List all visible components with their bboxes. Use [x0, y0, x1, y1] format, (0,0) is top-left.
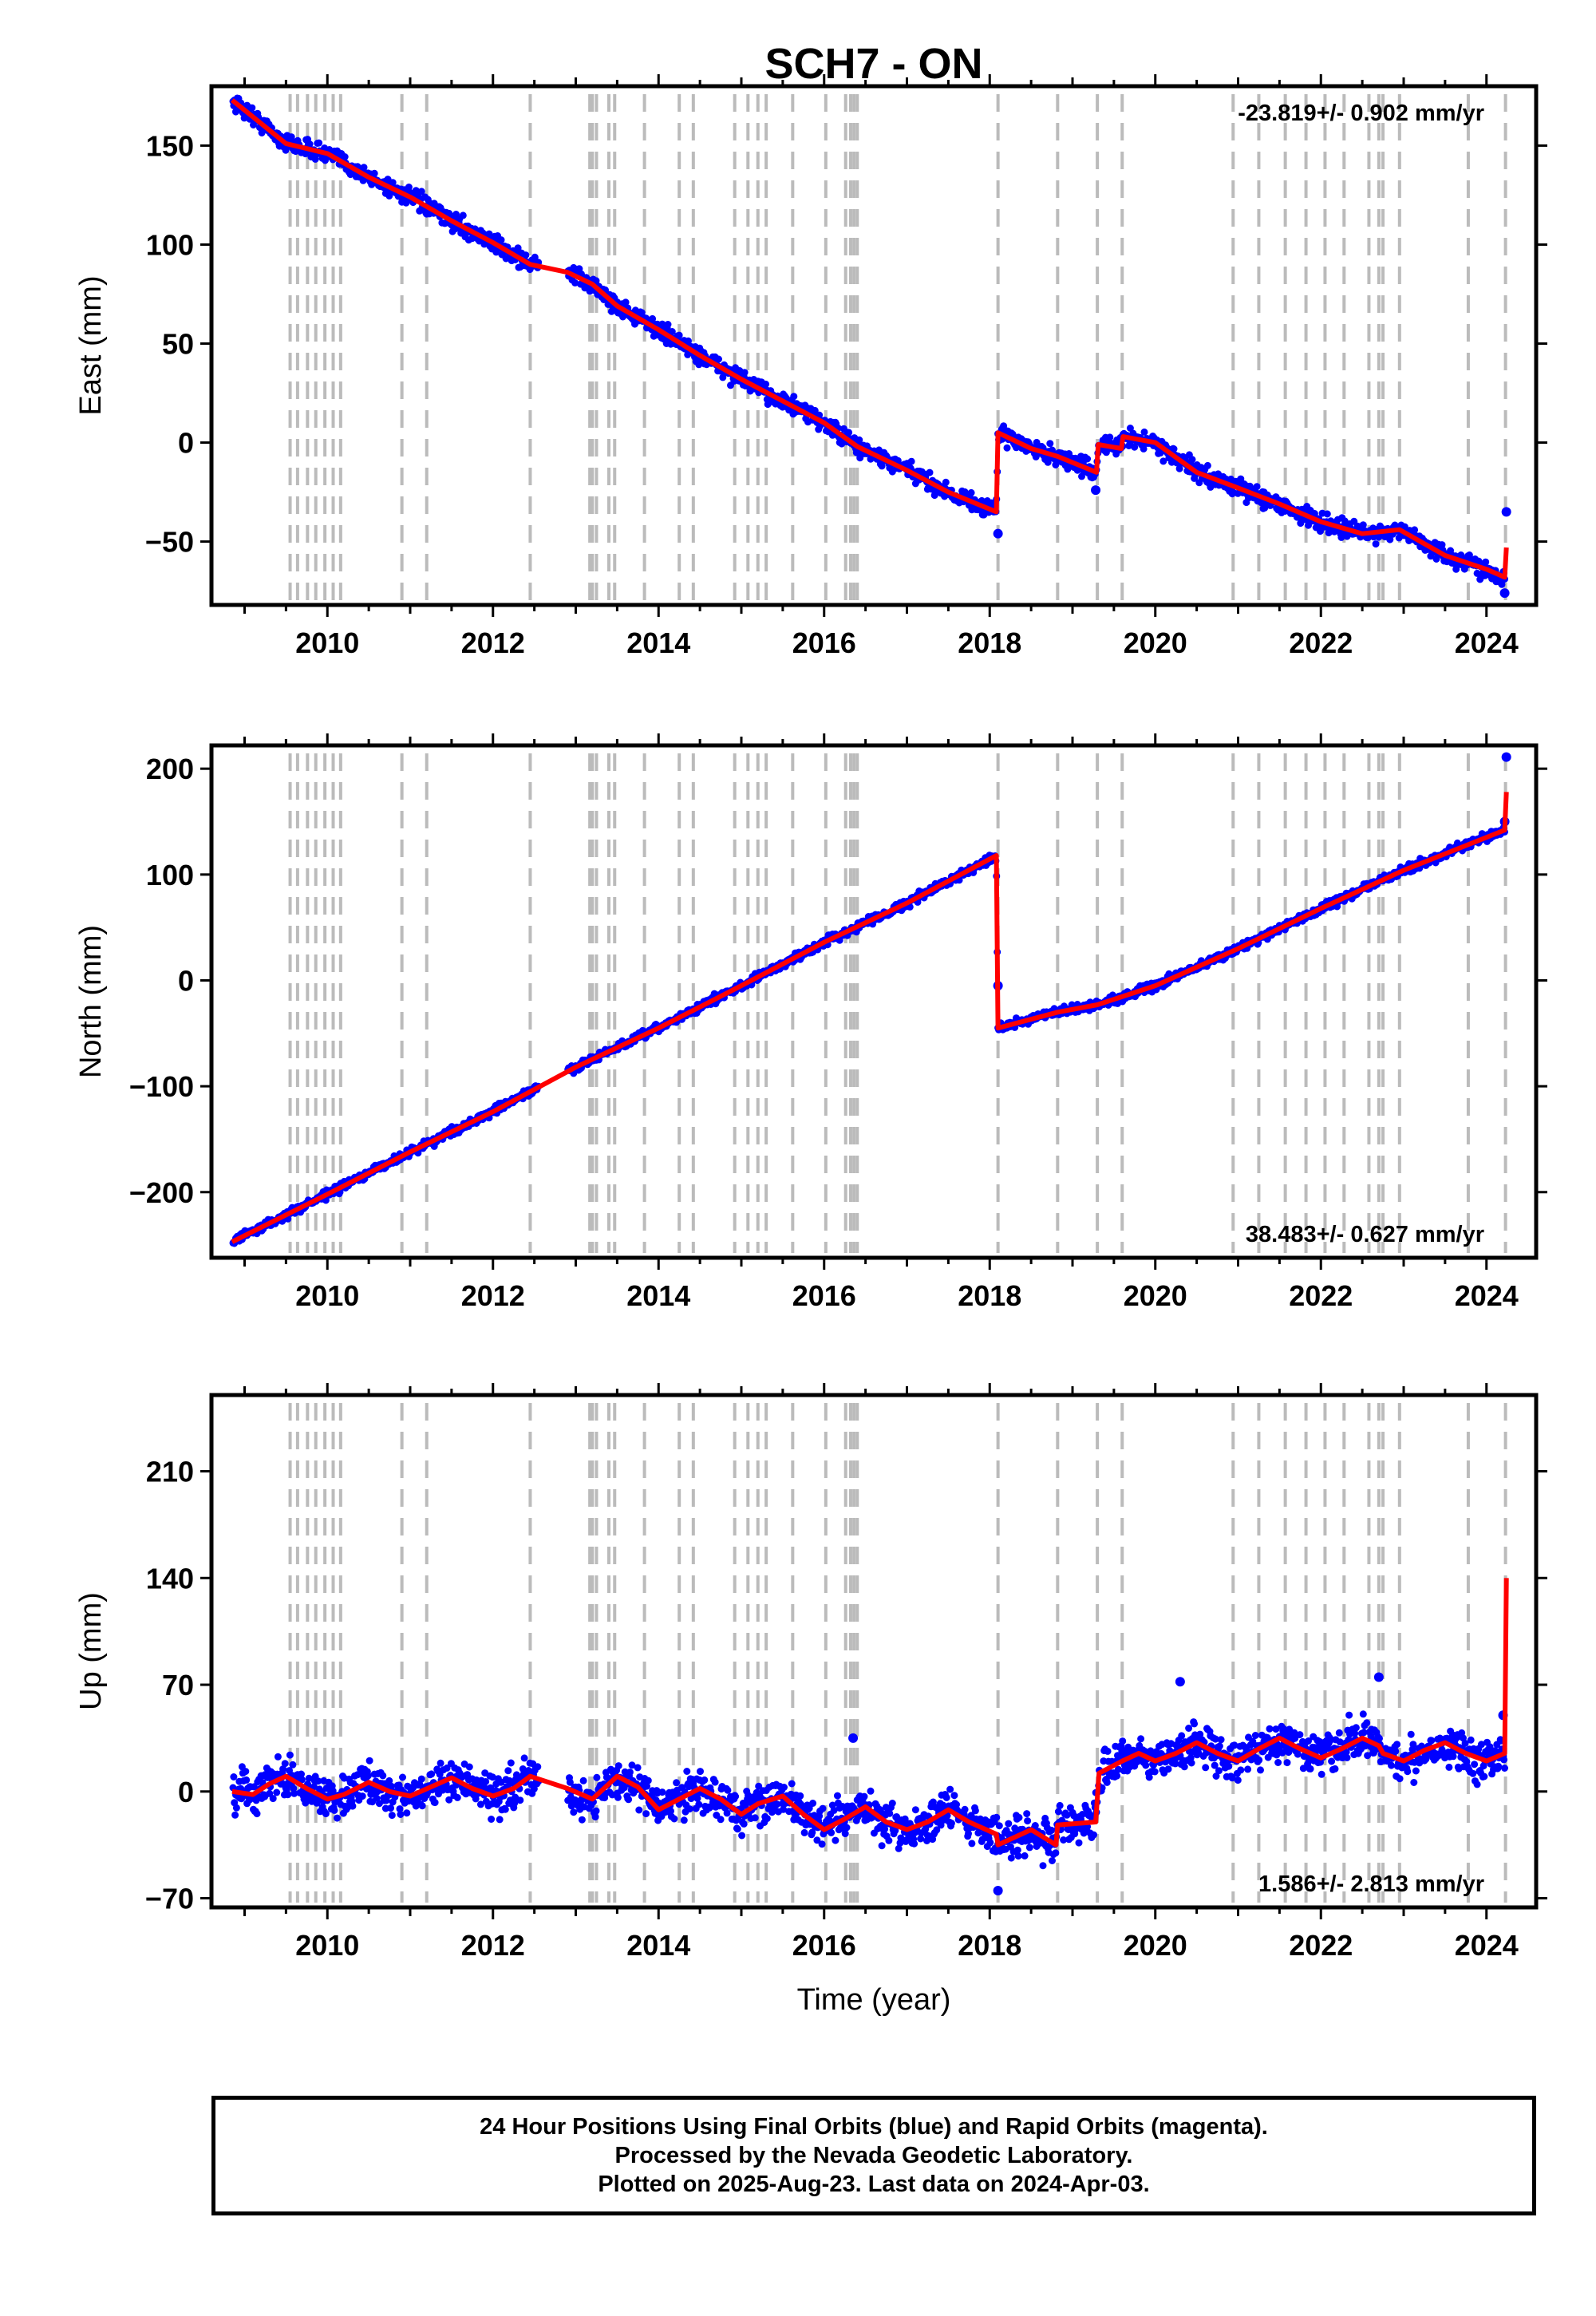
north-y-axis: −200 −100 0 100 200: [129, 753, 1547, 1209]
y-tick-label: 50: [162, 328, 194, 361]
east-rate-label: -23.819+/- 0.902 mm/yr: [1238, 101, 1484, 126]
y-tick-label: 210: [146, 1456, 194, 1488]
y-tick-label: −200: [129, 1176, 194, 1209]
up-rate-label: 1.586+/- 2.813 mm/yr: [1258, 1871, 1484, 1897]
x-tick-label: 2014: [626, 626, 690, 659]
y-tick-label: 0: [178, 964, 194, 997]
east-panel: 2010 2012 2014 2016 2018 2020 2022 2024 −50 0 50 10…: [74, 74, 1547, 659]
footer-line-1: 24 Hour Positions Using Final Orbits (bl…: [480, 2114, 1268, 2140]
east-data-cloud: [229, 94, 1508, 588]
x-tick-label: 2012: [461, 626, 525, 659]
up-outlier-point: [993, 1885, 1003, 1895]
x-tick-label: 2016: [792, 626, 856, 659]
y-tick-label: −50: [145, 526, 194, 559]
x-tick-label: 2018: [958, 1929, 1021, 1962]
chart-title: SCH7 - ON: [764, 40, 982, 88]
x-tick-label: 2024: [1455, 1279, 1519, 1312]
footer-line-3: Plotted on 2025-Aug-23. Last data on 202…: [598, 2172, 1150, 2197]
x-tick-label: 2012: [461, 1929, 525, 1962]
east-y-axis: −50 0 50 100 150: [145, 129, 1547, 559]
x-tick-label: 2014: [626, 1929, 690, 1962]
north-model-line: [231, 792, 1509, 1244]
east-outlier-point: [1091, 485, 1101, 496]
y-tick-label: 100: [146, 859, 194, 891]
x-tick-label: 2024: [1455, 1929, 1519, 1962]
north-rate-label: 38.483+/- 0.627 mm/yr: [1246, 1222, 1484, 1247]
up-y-axis-label: Up (mm): [74, 1592, 108, 1710]
x-tick-label: 2024: [1455, 626, 1519, 659]
x-tick-label: 2020: [1124, 1929, 1187, 1962]
footer-box: 24 Hour Positions Using Final Orbits (bl…: [211, 2096, 1536, 2215]
y-tick-label: 100: [146, 228, 194, 261]
x-tick-label: 2022: [1289, 626, 1353, 659]
x-tick-label: 2018: [958, 626, 1021, 659]
y-tick-label: 0: [178, 1776, 194, 1808]
up-outlier-point: [1373, 1672, 1384, 1682]
east-x-axis: 2010 2012 2014 2016 2018 2020 2022 2024: [243, 74, 1519, 659]
east-outlier-point: [1499, 588, 1510, 599]
y-tick-label: −100: [129, 1070, 194, 1103]
x-tick-label: 2012: [461, 1279, 525, 1312]
north-event-lines: [288, 753, 1507, 1253]
y-tick-label: 200: [146, 753, 194, 785]
x-tick-label: 2010: [295, 1279, 359, 1312]
x-tick-label: 2020: [1124, 1279, 1187, 1312]
y-tick-label: 150: [146, 129, 194, 162]
east-frame: [209, 84, 1539, 607]
east-model-line: [231, 98, 1509, 580]
up-data-points: [229, 1395, 1511, 1895]
up-frame: [209, 1393, 1539, 1910]
north-data-points: [229, 752, 1511, 1247]
north-x-axis: 2010 2012 2014 2016 2018 2020 2022 2024: [243, 733, 1519, 1312]
up-model-line: [231, 1578, 1509, 1848]
y-tick-label: −70: [145, 1883, 194, 1915]
x-tick-label: 2022: [1289, 1279, 1353, 1312]
up-data-cloud: [229, 1710, 1508, 1870]
footer-line-2: Processed by the Nevada Geodetic Laborat…: [614, 2143, 1133, 2168]
x-tick-label: 2010: [295, 626, 359, 659]
north-frame: [209, 743, 1539, 1260]
x-tick-label: 2016: [792, 1929, 856, 1962]
north-outlier-point: [1501, 752, 1511, 762]
x-tick-label: 2010: [295, 1929, 359, 1962]
north-panel: 2010 2012 2014 2016 2018 2020 2022 2024 −200 −100…: [74, 733, 1547, 1312]
east-outlier-point: [993, 528, 1003, 539]
north-data-cloud: [229, 824, 1508, 1247]
east-y-axis-label: East (mm): [74, 275, 108, 415]
x-tick-label: 2016: [792, 1279, 856, 1312]
up-outlier-point: [848, 1733, 859, 1743]
x-tick-label: 2018: [958, 1279, 1021, 1312]
up-panel: 2010 2012 2014 2016 2018 2020 2022 2024 −70 0 70 14…: [74, 1383, 1547, 1962]
y-tick-label: 70: [162, 1669, 194, 1701]
east-outlier-point: [1501, 507, 1511, 517]
up-outlier-point: [1175, 1677, 1185, 1687]
north-y-axis-label: North (mm): [74, 925, 108, 1078]
x-tick-label: 2014: [626, 1279, 690, 1312]
x-tick-label: 2022: [1289, 1929, 1353, 1962]
x-tick-label: 2020: [1124, 626, 1187, 659]
y-tick-label: 0: [178, 427, 194, 460]
y-tick-label: 140: [146, 1562, 194, 1595]
up-y-axis: −70 0 70 140 210: [145, 1456, 1547, 1915]
up-x-axis: 2010 2012 2014 2016 2018 2020 2022 2024: [243, 1383, 1519, 1962]
x-axis-label: Time (year): [797, 1983, 951, 2017]
